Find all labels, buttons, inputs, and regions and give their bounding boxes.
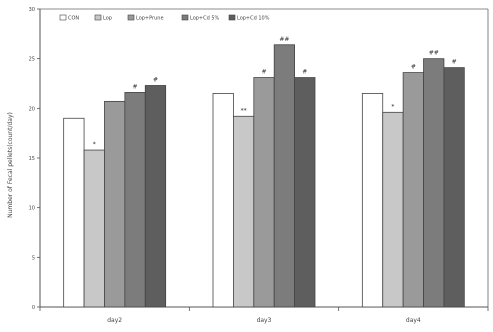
bar xyxy=(443,67,465,308)
y-tick-label: 5 xyxy=(32,255,35,261)
y-tick-label: 20 xyxy=(29,106,35,112)
bar xyxy=(63,117,85,308)
bar xyxy=(232,115,255,308)
y-axis: 0 5 10 15 20 25 30 xyxy=(29,7,41,311)
bar xyxy=(212,93,234,308)
significance-mark: # xyxy=(133,83,138,90)
legend-swatch xyxy=(59,14,67,21)
bar xyxy=(83,149,105,308)
legend-label: Lop+Cd 10% xyxy=(237,16,270,22)
bar xyxy=(104,100,126,308)
significance-mark: # xyxy=(302,69,307,76)
legend-label: Lop xyxy=(103,16,112,22)
y-tick-label: 25 xyxy=(29,57,35,63)
y-axis-label: Number of Fecal pellets(count/day) xyxy=(7,112,14,218)
bar xyxy=(361,93,384,308)
bar xyxy=(382,111,404,308)
significance-mark: ## xyxy=(429,50,439,57)
significance-mark: * xyxy=(391,103,394,110)
legend-swatch xyxy=(94,14,102,21)
legend-swatch xyxy=(228,14,236,21)
y-tick-label: 10 xyxy=(29,206,35,212)
bars xyxy=(63,44,465,308)
significance-mark: # xyxy=(411,64,416,71)
plot-area xyxy=(40,8,489,307)
significance-marks: ****########## xyxy=(93,36,457,148)
y-tick-label: 30 xyxy=(29,7,35,13)
legend-swatch xyxy=(127,14,135,21)
legend-swatch xyxy=(181,14,189,21)
significance-mark: ## xyxy=(279,36,289,43)
bar xyxy=(294,77,316,308)
y-tick-label: 15 xyxy=(29,156,35,162)
bar xyxy=(124,92,146,308)
significance-mark: * xyxy=(93,141,96,148)
x-category-label: day4 xyxy=(406,317,421,324)
legend-label: CON xyxy=(68,16,79,22)
significance-mark: # xyxy=(261,69,266,76)
legend-label: Lop+Cd 5% xyxy=(190,16,220,22)
legend: CON Lop Lop+Prune Lop+Cd 5% Lop+Cd 10% xyxy=(59,14,270,22)
x-category-label: day2 xyxy=(107,317,122,324)
significance-mark: # xyxy=(153,76,158,83)
x-category-label: day3 xyxy=(257,317,272,324)
bar xyxy=(273,44,296,308)
bar xyxy=(402,72,424,308)
bar xyxy=(423,58,445,308)
legend-label: Lop+Prune xyxy=(136,16,164,22)
x-axis: day2 day3 day4 xyxy=(39,306,489,324)
significance-mark: # xyxy=(452,59,457,66)
bar xyxy=(253,77,275,308)
bar xyxy=(144,85,167,308)
y-tick-label: 0 xyxy=(32,305,35,311)
significance-mark: ** xyxy=(241,107,247,114)
